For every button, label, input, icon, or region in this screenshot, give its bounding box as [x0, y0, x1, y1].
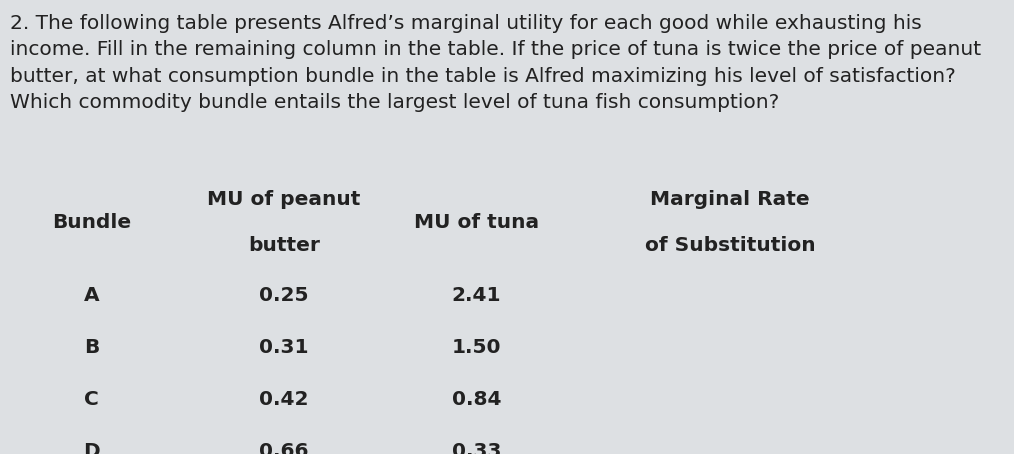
Text: of Substitution: of Substitution	[645, 236, 815, 255]
Text: butter: butter	[248, 236, 319, 255]
Text: B: B	[83, 338, 99, 357]
Text: Bundle: Bundle	[52, 213, 131, 232]
Text: MU of peanut: MU of peanut	[207, 190, 361, 209]
Text: 2. The following table presents Alfred’s marginal utility for each good while ex: 2. The following table presents Alfred’s…	[10, 14, 922, 33]
Text: butter, at what consumption bundle in the table is Alfred maximizing his level o: butter, at what consumption bundle in th…	[10, 67, 956, 86]
Text: 0.33: 0.33	[452, 442, 501, 454]
Text: 0.66: 0.66	[260, 442, 308, 454]
Text: Marginal Rate: Marginal Rate	[650, 190, 810, 209]
Text: 0.31: 0.31	[260, 338, 308, 357]
Text: 2.41: 2.41	[452, 286, 501, 305]
Text: 0.42: 0.42	[260, 390, 308, 409]
Text: MU of tuna: MU of tuna	[414, 213, 539, 232]
Text: 0.84: 0.84	[452, 390, 501, 409]
Text: C: C	[84, 390, 98, 409]
Text: 0.25: 0.25	[260, 286, 308, 305]
Text: income. Fill in the remaining column in the table. If the price of tuna is twice: income. Fill in the remaining column in …	[10, 40, 982, 59]
Text: D: D	[83, 442, 99, 454]
Text: A: A	[83, 286, 99, 305]
Text: 1.50: 1.50	[452, 338, 501, 357]
Text: Which commodity bundle entails the largest level of tuna fish consumption?: Which commodity bundle entails the large…	[10, 94, 780, 113]
